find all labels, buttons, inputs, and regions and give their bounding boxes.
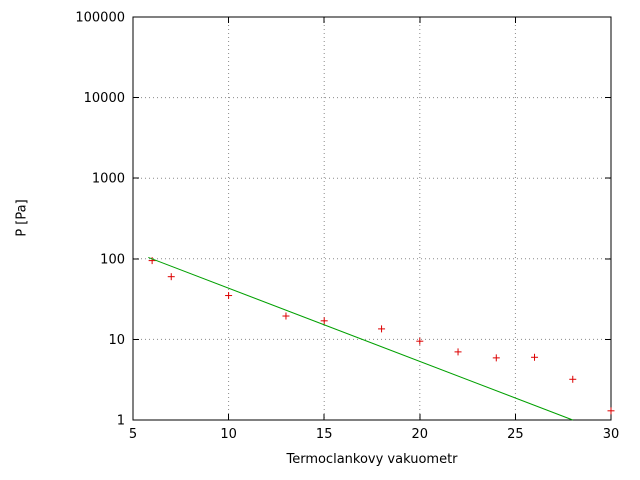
y-tick-label: 100000: [75, 11, 125, 26]
x-tick-label: 5: [129, 427, 137, 442]
data-point-marker: [282, 312, 290, 320]
data-point-marker: [225, 292, 233, 300]
x-tick-label: 15: [316, 427, 333, 442]
y-tick-label: 100: [100, 252, 125, 267]
data-point-marker: [167, 273, 175, 281]
x-axis-label: Termoclankovy vakuometr: [286, 452, 458, 467]
x-tick-label: 20: [412, 427, 429, 442]
x-tick-label: 30: [603, 427, 620, 442]
y-tick-label: 10000: [84, 91, 125, 106]
x-tick-label: 10: [220, 427, 237, 442]
data-point-marker: [607, 407, 615, 415]
x-tick-label: 25: [507, 427, 524, 442]
y-axis-label: P [Pa]: [14, 199, 30, 237]
data-point-marker: [492, 354, 500, 362]
data-point-marker: [531, 353, 539, 361]
fit-line: [148, 256, 573, 421]
data-point-marker: [378, 325, 386, 333]
y-tick-label: 1: [117, 414, 125, 429]
y-tick-label: 1000: [92, 172, 125, 187]
data-point-marker: [454, 348, 462, 356]
data-point-marker: [148, 257, 156, 265]
data-point-marker: [320, 317, 328, 325]
data-point-marker: [569, 375, 577, 383]
data-point-marker: [416, 337, 424, 345]
y-tick-label: 10: [108, 333, 125, 348]
